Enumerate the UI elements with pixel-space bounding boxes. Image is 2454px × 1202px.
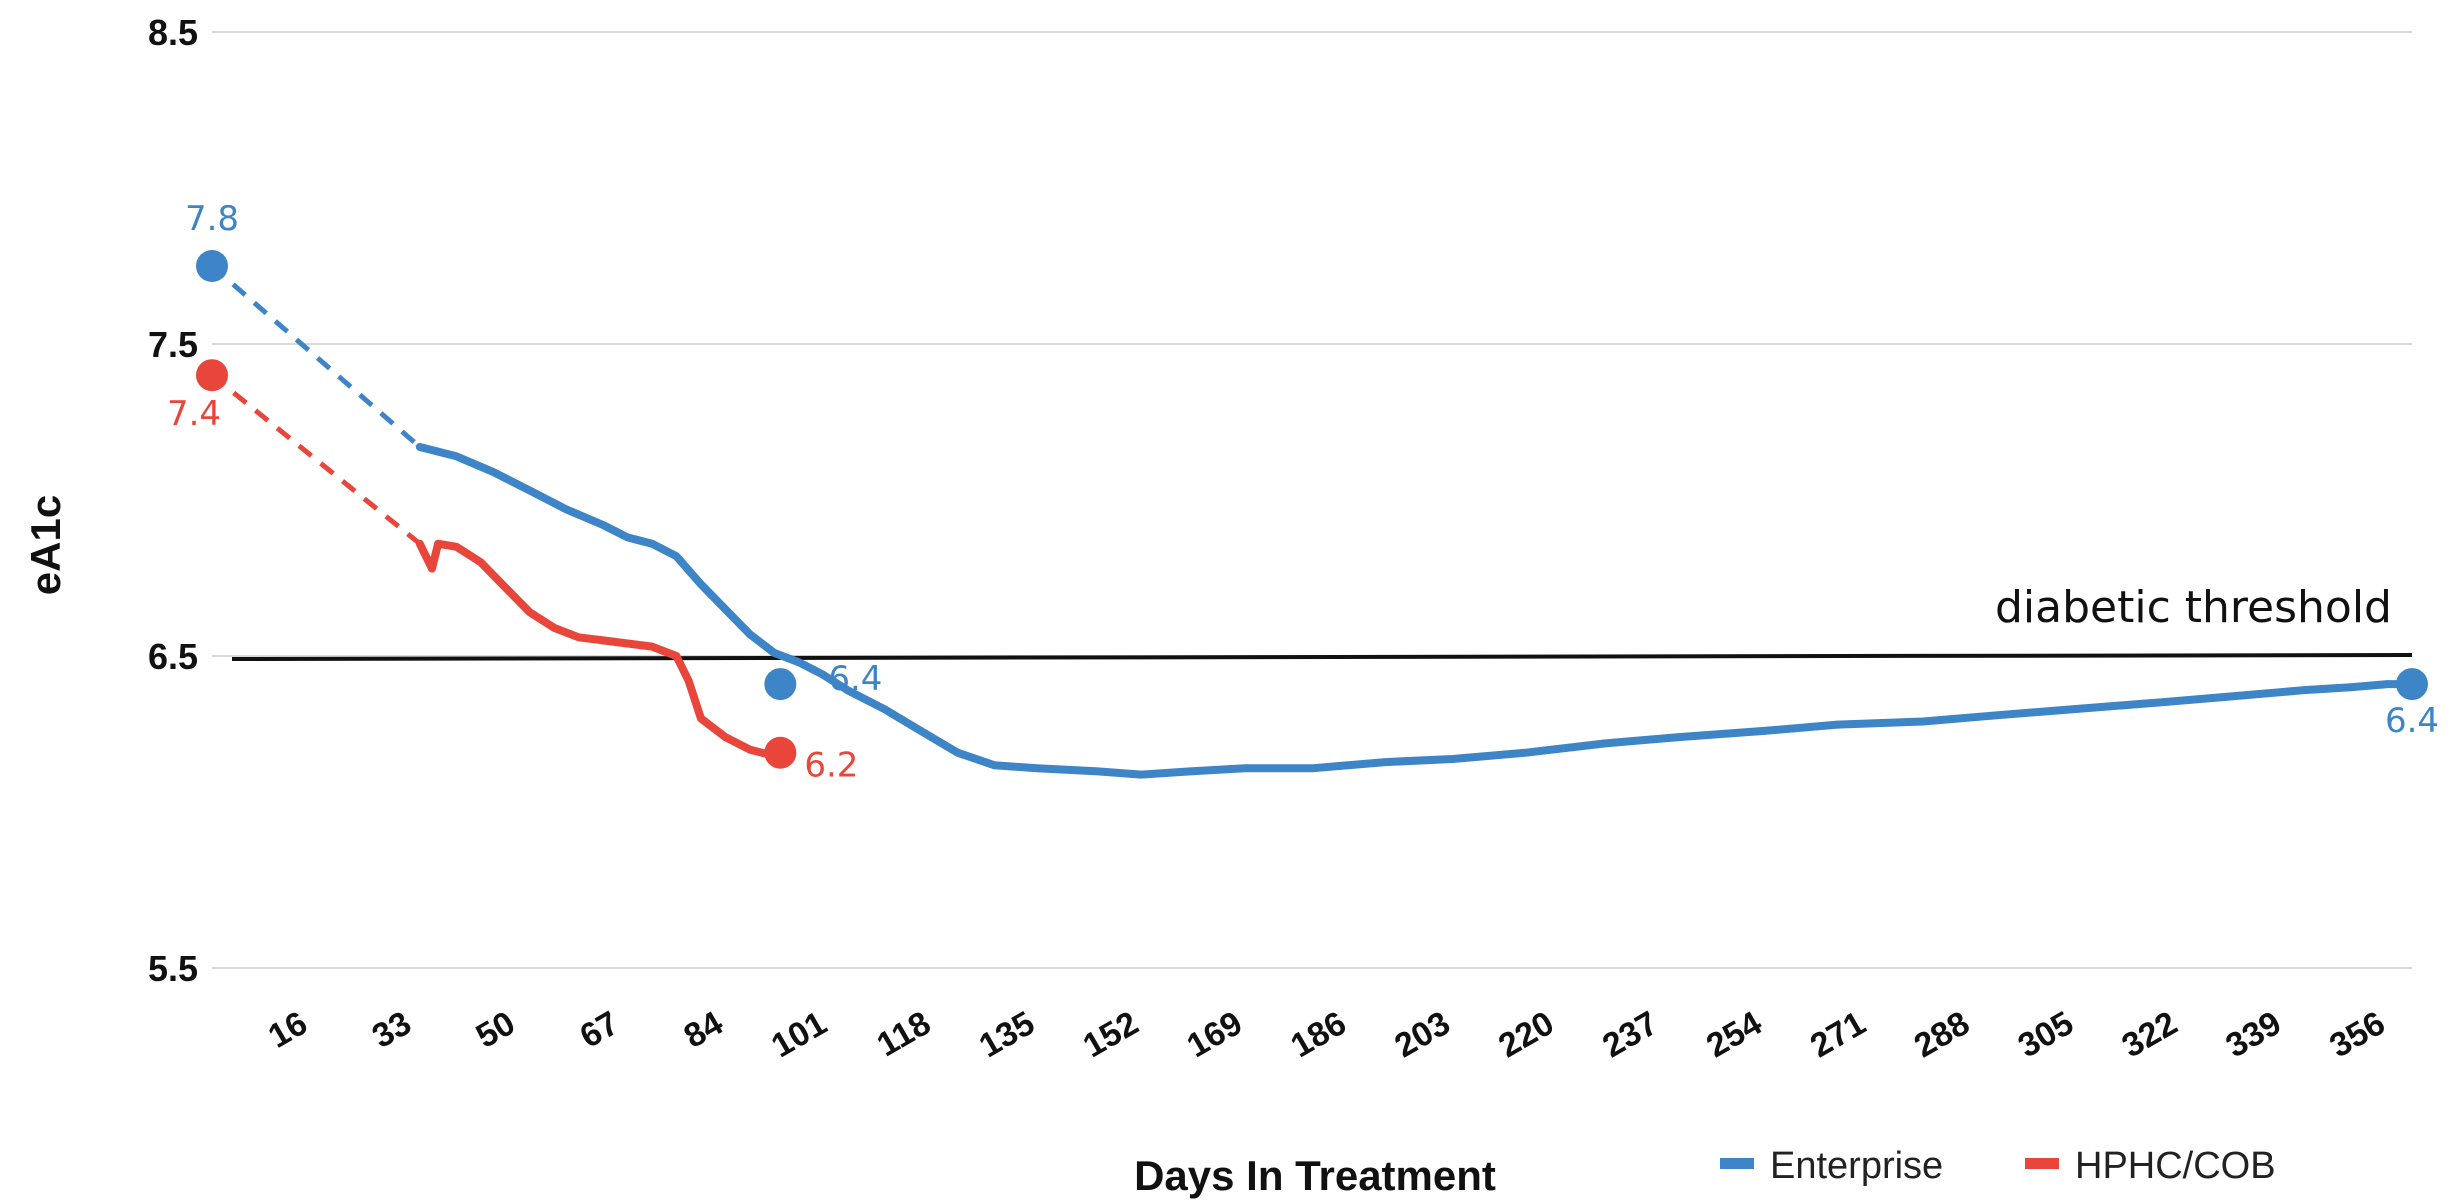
x-tick-label: 169 — [1181, 1004, 1249, 1065]
y-tick-label: 6.5 — [148, 636, 198, 677]
series-hphc-cob: 7.4 6.2 — [167, 359, 858, 786]
series-layer: 7.8 6.4 6.4 7.4 6.2 — [167, 199, 2439, 786]
x-tick-label: 237 — [1596, 1004, 1664, 1065]
x-tick-label: 135 — [973, 1004, 1041, 1065]
x-tick-label: 16 — [262, 1004, 314, 1056]
x-axis-title: Days In Treatment — [1134, 1152, 1496, 1199]
series-dashed-segment — [210, 373, 422, 546]
x-tick-label: 305 — [2012, 1004, 2080, 1065]
data-point-marker — [764, 668, 797, 701]
y-axis-title: eA1c — [22, 495, 69, 595]
x-tick-label: 203 — [1388, 1004, 1456, 1065]
threshold-line — [231, 653, 2413, 661]
legend-swatch — [2025, 1158, 2059, 1169]
x-tick-label: 50 — [470, 1004, 522, 1056]
x-tick-label: 33 — [366, 1004, 418, 1056]
x-tick-label: 322 — [2116, 1004, 2184, 1065]
x-tick-label: 339 — [2220, 1004, 2288, 1065]
x-tick-label: 288 — [1908, 1004, 1976, 1065]
x-tick-label: 84 — [678, 1004, 730, 1056]
y-tick-label: 8.5 — [148, 12, 198, 53]
legend-label: Enterprise — [1770, 1145, 1943, 1187]
data-point-marker — [2396, 668, 2428, 701]
data-label: 6.2 — [804, 746, 858, 786]
x-tick-label: 271 — [1804, 1004, 1872, 1065]
y-axis-ticks: 5.5 6.5 7.5 8.5 — [148, 12, 198, 989]
data-label: 7.8 — [185, 199, 239, 239]
data-label: 6.4 — [828, 659, 882, 699]
x-tick-label: 152 — [1077, 1004, 1145, 1065]
threshold-label: diabetic threshold — [1995, 582, 2392, 633]
x-tick-label: 118 — [871, 1004, 938, 1064]
data-point-marker — [764, 736, 797, 769]
legend-label: HPHC/COB — [2075, 1145, 2276, 1187]
legend-swatch — [1720, 1158, 1754, 1169]
y-tick-label: 7.5 — [148, 324, 198, 365]
data-point-marker — [196, 359, 228, 392]
legend: Enterprise HPHC/COB — [1720, 1145, 2276, 1187]
data-point-marker — [196, 250, 228, 282]
series-line — [415, 443, 2416, 779]
data-label: 7.4 — [167, 394, 221, 434]
x-tick-label: 67 — [574, 1004, 626, 1056]
y-tick-label: 5.5 — [148, 948, 198, 989]
x-tick-label: 186 — [1285, 1004, 1353, 1065]
x-tick-label: 220 — [1492, 1004, 1560, 1065]
data-label: 6.4 — [2385, 701, 2439, 741]
series-enterprise: 7.8 6.4 6.4 — [185, 199, 2439, 779]
x-axis-ticks: 16 33 50 67 84 101 118 135 152 169 186 203 220 237 254… — [262, 1004, 2392, 1065]
series-line — [415, 539, 785, 760]
series-dashed-segment — [210, 264, 422, 449]
x-tick-label: 101 — [765, 1004, 833, 1065]
x-tick-label: 254 — [1700, 1004, 1768, 1065]
x-tick-label: 356 — [2323, 1004, 2391, 1065]
